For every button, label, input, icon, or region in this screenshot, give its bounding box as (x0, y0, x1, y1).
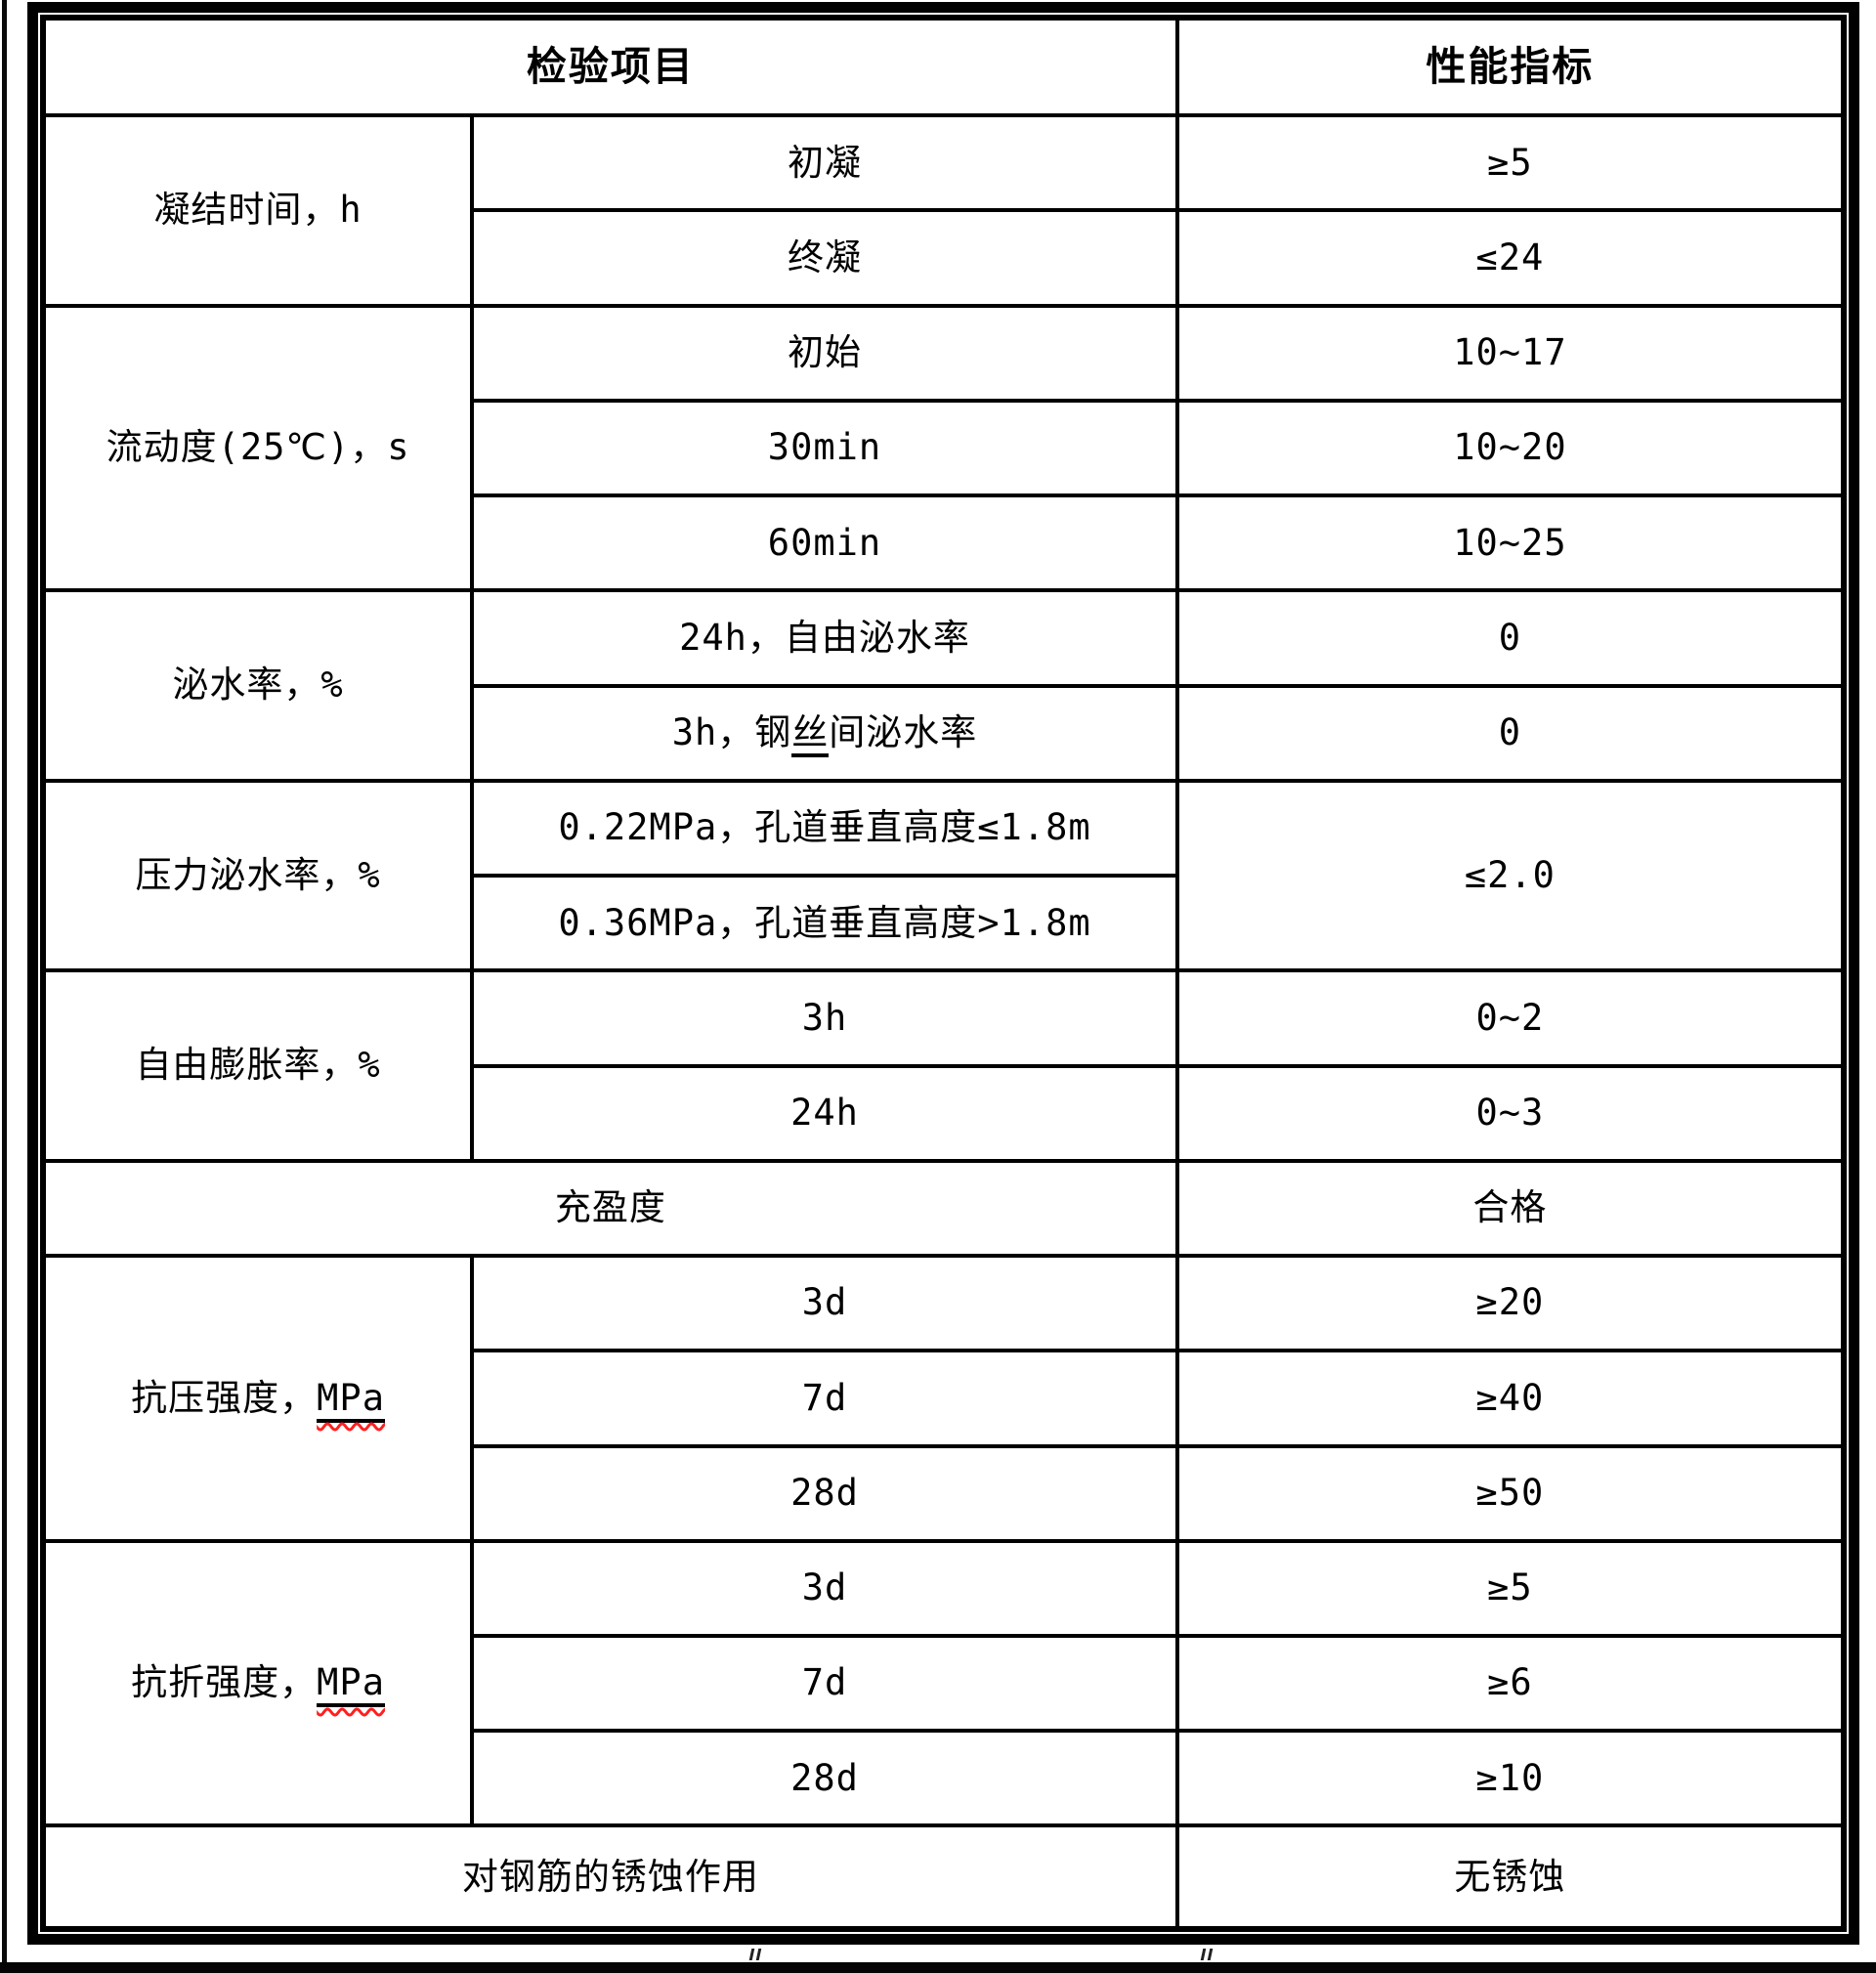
flexural-28d-value: ≥10 (1174, 1729, 1846, 1828)
corrosion-label: 对钢筋的锈蚀作用 (42, 1823, 1179, 1930)
flexural-7d: 7d (470, 1633, 1179, 1734)
table-row: 7d ≥6 (44, 1633, 1846, 1734)
free-expansion-24h-value: 0~3 (1174, 1063, 1846, 1163)
compressive-strength-label-prefix: 抗压强度， (131, 1376, 318, 1419)
header-test-item: 检验项目 (42, 16, 1179, 118)
bleeding-24h-value: 0 (1174, 588, 1846, 688)
table-row: 28d ≥50 (44, 1443, 1846, 1543)
setting-time-final: 终凝 (470, 208, 1179, 308)
bleeding-3h: 3h，钢丝间泌水率 (470, 683, 1179, 783)
compressive-3d-value: ≥20 (1174, 1254, 1846, 1353)
compressive-strength-unit: MPa (317, 1376, 385, 1423)
compressive-strength-label: 抗压强度，MPa (41, 1254, 475, 1543)
pressure-bleeding-036: 0.36MPa，孔道垂直高度>1.8m (470, 874, 1179, 973)
spellcheck-wavy-underline: MPa (317, 1376, 385, 1423)
table-row: 自由膨胀率，% 3h 0~2 (41, 968, 1846, 1163)
table-row: 24h 0~3 (44, 1063, 1846, 1163)
compressive-7d-value: ≥40 (1174, 1349, 1846, 1448)
corrosion-value: 无锈蚀 (1174, 1823, 1846, 1930)
fluidity-initial-value: 10~17 (1174, 303, 1846, 403)
pressure-bleeding-value: ≤2.0 (1174, 778, 1846, 973)
table-row: 抗压强度，MPa 3d ≥20 (41, 1254, 1846, 1543)
flexural-strength-unit: MPa (317, 1661, 385, 1708)
spec-table-frame: 检验项目 性能指标 凝结时间，h 初凝 ≥5 终凝 ≤24 流动度(25℃)，s… (27, 2, 1859, 1945)
table-row: 28d ≥10 (44, 1729, 1846, 1828)
fluidity-label: 流动度(25℃)，s (41, 303, 475, 593)
page-left-edge-line (2, 0, 7, 1973)
bleeding-3h-value: 0 (1174, 683, 1846, 783)
free-expansion-24h: 24h (470, 1063, 1179, 1163)
spellcheck-wavy-underline: MPa (317, 1661, 385, 1708)
flexural-3d-value: ≥5 (1174, 1538, 1846, 1639)
table-row: 终凝 ≤24 (44, 208, 1846, 308)
table-row: 抗折强度，MPa 3d ≥5 (41, 1538, 1846, 1828)
table-row: 3h，钢丝间泌水率 0 (44, 683, 1846, 783)
header-performance-index: 性能指标 (1174, 16, 1846, 118)
free-expansion-3h: 3h (470, 968, 1179, 1068)
bleeding-3h-prefix: 3h，钢 (671, 711, 792, 754)
flexural-3d: 3d (470, 1538, 1179, 1639)
spec-table: 检验项目 性能指标 凝结时间，h 初凝 ≥5 终凝 ≤24 流动度(25℃)，s… (41, 16, 1846, 1930)
fluidity-60min-value: 10~25 (1174, 493, 1846, 593)
pressure-bleeding-label: 压力泌水率，% (41, 778, 475, 973)
compressive-7d: 7d (470, 1349, 1179, 1448)
table-row: 检验项目 性能指标 (42, 16, 1846, 118)
flexural-strength-label-prefix: 抗折强度， (131, 1661, 318, 1704)
table-row: 压力泌水率，% 0.22MPa，孔道垂直高度≤1.8m ≤2.0 (41, 778, 1846, 973)
scan-artifact-right (1200, 1949, 1215, 1961)
flexural-strength-label: 抗折强度，MPa (41, 1538, 475, 1828)
flexural-7d-value: ≥6 (1174, 1633, 1846, 1734)
free-expansion-label: 自由膨胀率，% (41, 968, 475, 1163)
fluidity-initial: 初始 (470, 303, 1179, 403)
setting-time-label: 凝结时间，h (41, 113, 475, 308)
spec-table-inner-frame: 检验项目 性能指标 凝结时间，h 初凝 ≥5 终凝 ≤24 流动度(25℃)，s… (40, 15, 1847, 1932)
setting-time-initial: 初凝 (470, 113, 1179, 213)
bleeding-3h-underlined: 丝 (791, 711, 830, 758)
table-row: 对钢筋的锈蚀作用 无锈蚀 (42, 1823, 1846, 1930)
fluidity-60min: 60min (470, 493, 1179, 593)
table-row: 充盈度 合格 (42, 1158, 1846, 1259)
setting-time-initial-value: ≥5 (1174, 113, 1846, 213)
compressive-28d: 28d (470, 1443, 1179, 1543)
table-row: 凝结时间，h 初凝 ≥5 (41, 113, 1846, 308)
page-bottom-scan-edge (0, 1962, 1876, 1973)
table-row: 60min 10~25 (44, 493, 1846, 593)
compressive-28d-value: ≥50 (1174, 1443, 1846, 1543)
pressure-bleeding-022: 0.22MPa，孔道垂直高度≤1.8m (470, 778, 1179, 879)
bleeding-24h: 24h，自由泌水率 (470, 588, 1179, 688)
bleeding-label: 泌水率，% (41, 588, 475, 783)
table-row: 流动度(25℃)，s 初始 10~17 (41, 303, 1846, 593)
flexural-28d: 28d (470, 1729, 1179, 1828)
setting-time-final-value: ≤24 (1174, 208, 1846, 308)
table-row: 30min 10~20 (44, 398, 1846, 498)
filling-label: 充盈度 (42, 1158, 1179, 1259)
bleeding-3h-suffix: 间泌水率 (829, 711, 978, 754)
scan-artifact-left (748, 1949, 764, 1961)
filling-value: 合格 (1174, 1158, 1846, 1259)
table-row: 0.36MPa，孔道垂直高度>1.8m (44, 874, 1843, 973)
table-row: 7d ≥40 (44, 1349, 1846, 1448)
fluidity-30min-value: 10~20 (1174, 398, 1846, 498)
free-expansion-3h-value: 0~2 (1174, 968, 1846, 1068)
compressive-3d: 3d (470, 1254, 1179, 1353)
table-row: 泌水率，% 24h，自由泌水率 0 (41, 588, 1846, 783)
fluidity-30min: 30min (470, 398, 1179, 498)
